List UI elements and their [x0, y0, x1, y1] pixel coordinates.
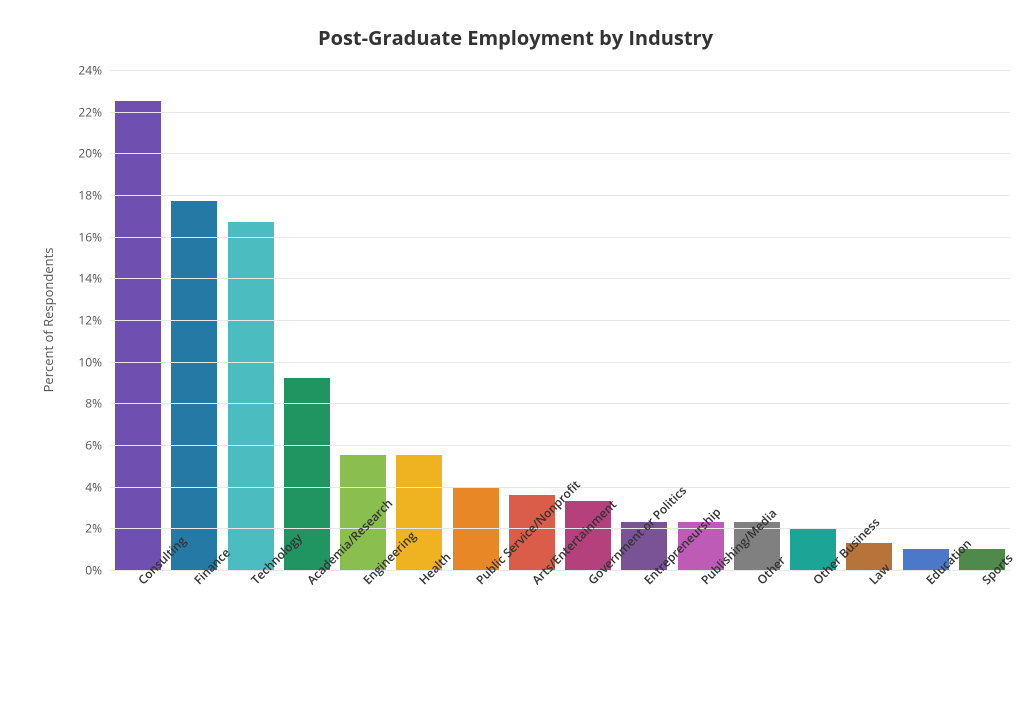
y-tick-label: 24%: [78, 62, 110, 79]
y-tick-label: 18%: [78, 187, 110, 204]
gridline: [110, 237, 1010, 238]
gridline: [110, 195, 1010, 196]
gridline: [110, 320, 1010, 321]
gridline: [110, 112, 1010, 113]
y-tick-label: 4%: [85, 478, 110, 495]
gridline: [110, 70, 1010, 71]
gridline: [110, 403, 1010, 404]
bar: [115, 101, 161, 570]
bar: [228, 222, 274, 570]
y-tick-label: 16%: [78, 228, 110, 245]
y-tick-label: 8%: [85, 395, 110, 412]
gridline: [110, 153, 1010, 154]
y-axis-label: Percent of Respondents: [39, 248, 57, 393]
y-tick-label: 10%: [78, 353, 110, 370]
y-tick-label: 20%: [78, 145, 110, 162]
gridline: [110, 445, 1010, 446]
chart-container: Post-Graduate Employment by Industry Per…: [0, 0, 1031, 718]
gridline: [110, 278, 1010, 279]
y-tick-label: 12%: [78, 312, 110, 329]
y-tick-label: 22%: [78, 103, 110, 120]
bar: [171, 201, 217, 570]
plot-area: 0%2%4%6%8%10%12%14%16%18%20%22%24%Consul…: [110, 70, 1010, 570]
chart-title: Post-Graduate Employment by Industry: [0, 24, 1031, 51]
y-tick-label: 14%: [78, 270, 110, 287]
gridline: [110, 362, 1010, 363]
y-tick-label: 2%: [85, 520, 110, 537]
y-tick-label: 0%: [85, 562, 110, 579]
y-tick-label: 6%: [85, 437, 110, 454]
